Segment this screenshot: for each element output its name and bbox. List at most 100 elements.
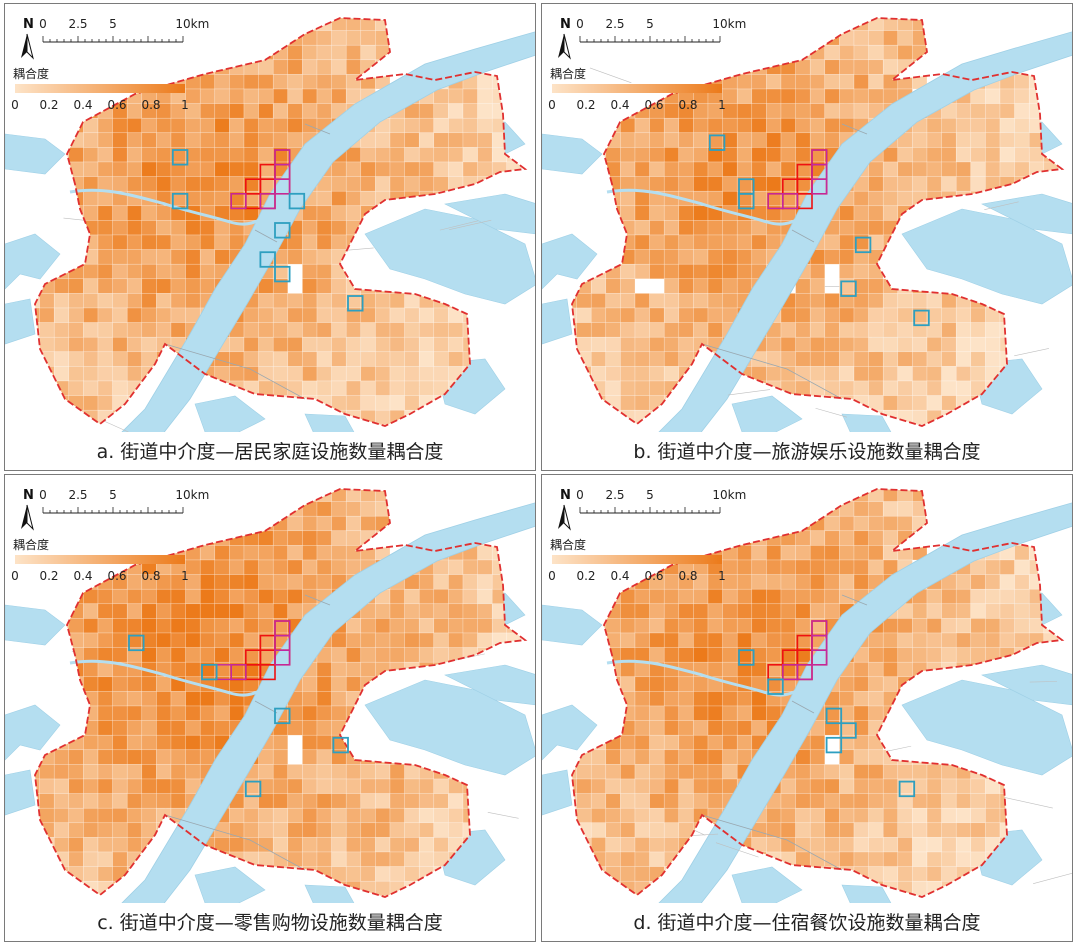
grid-cell [897, 307, 913, 323]
grid-cell [389, 807, 405, 824]
grid-cell [258, 807, 274, 824]
grid-cell [620, 603, 636, 619]
grid-cell [53, 161, 70, 177]
grid-cell [53, 676, 70, 692]
grid-cell [572, 351, 577, 367]
grid-cell [83, 205, 99, 221]
grid-cell [462, 176, 478, 192]
lake [444, 193, 535, 235]
grid-cell [882, 351, 899, 367]
grid-cell [477, 88, 493, 104]
grid-cell [707, 249, 723, 265]
grid-cell [795, 545, 811, 561]
grid-cell [112, 132, 128, 148]
grid-cell [345, 632, 362, 648]
grid-cell [477, 307, 493, 323]
grid-cell [882, 395, 899, 411]
grid-cell [780, 161, 796, 177]
grid-cell [156, 764, 172, 780]
grid-cell [780, 632, 796, 648]
grid-cell [316, 366, 332, 382]
grid-cell [404, 515, 420, 532]
grid-cell [83, 293, 99, 309]
grid-cell [649, 366, 665, 382]
grid-cell [68, 380, 84, 396]
grid-cell [736, 263, 753, 280]
grid-cell [649, 530, 665, 546]
grid-cell [433, 489, 449, 502]
grid-cell [506, 793, 522, 809]
grid-cell [941, 778, 957, 794]
grid-cell [229, 705, 245, 721]
grid-cell [83, 44, 99, 61]
grid-cell [126, 764, 143, 780]
grid-cell [576, 117, 592, 134]
grid-cell [970, 501, 986, 517]
grid-cell [590, 322, 607, 338]
grid-cell [112, 515, 128, 532]
grid-cell [214, 59, 230, 75]
grid-cell [576, 322, 592, 338]
grid-cell [897, 661, 913, 678]
grid-cell [1043, 837, 1059, 853]
grid-cell [590, 822, 607, 838]
grid-cell [141, 30, 157, 46]
grid-cell [331, 293, 347, 309]
grid-cell [229, 603, 245, 619]
grid-cell [634, 147, 650, 163]
grid-cell [663, 205, 680, 221]
grid-cell [404, 44, 420, 61]
grid-cell [331, 88, 347, 104]
grid-cell [35, 588, 40, 605]
grid-cell [663, 489, 680, 502]
grid-cell [766, 632, 782, 648]
grid-cell [141, 147, 157, 163]
grid-cell [926, 588, 942, 605]
grid-cell [678, 489, 694, 502]
grid-cell [1028, 822, 1045, 838]
grid-cell [824, 764, 840, 780]
grid-cell [477, 807, 493, 824]
grid-cell [214, 574, 230, 590]
highlight-cell-blue [259, 251, 276, 268]
grid-cell [576, 837, 592, 853]
grid-cell [620, 618, 636, 634]
grid-cell [229, 234, 245, 250]
legend-tick-label: 0 [11, 569, 19, 583]
grid-cell [506, 851, 522, 867]
grid-cell [345, 44, 362, 61]
grid-cell [839, 351, 855, 367]
grid-cell [590, 293, 607, 309]
grid-cell [170, 749, 186, 765]
grid-cell [955, 588, 972, 605]
grid-cell [649, 603, 665, 619]
grid-cell [141, 530, 157, 546]
grid-cell [970, 489, 986, 502]
grid-cell [331, 515, 347, 532]
grid-cell [985, 559, 1001, 575]
grid-cell [126, 366, 143, 382]
grid-cell [39, 588, 55, 605]
grid-cell [620, 661, 636, 678]
grid-cell [663, 103, 680, 119]
grid-cell [751, 705, 767, 721]
grid-cell [605, 691, 621, 707]
grid-cell [605, 336, 621, 353]
grid-cell [375, 132, 391, 148]
grid-cell [199, 545, 216, 561]
grid-cell [39, 501, 55, 517]
grid-cell [868, 307, 884, 323]
grid-cell [287, 18, 303, 31]
grid-cell [590, 764, 607, 780]
grid-cell [766, 117, 782, 134]
grid-cell [663, 380, 680, 396]
grid-cell [83, 705, 99, 721]
grid-cell [39, 220, 55, 236]
grid-cell [693, 234, 709, 250]
grid-cell [663, 147, 680, 163]
grid-cell [590, 30, 607, 46]
grid-cell [302, 18, 318, 31]
grid-cell [39, 807, 55, 824]
grid-cell [258, 307, 274, 323]
grid-cell [477, 74, 493, 90]
